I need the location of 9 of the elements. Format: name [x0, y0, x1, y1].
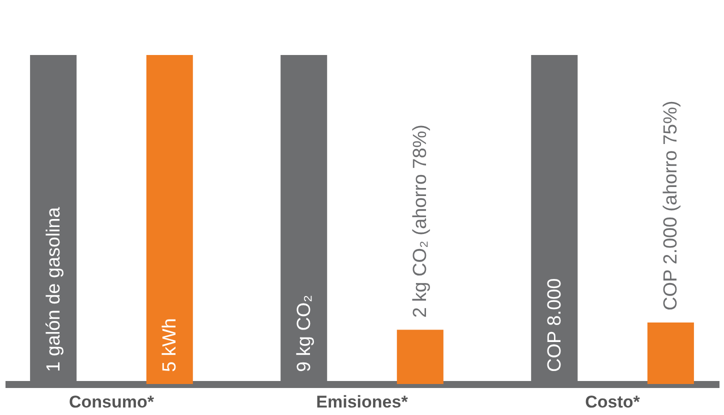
x-tick-label: Emisiones* [316, 392, 408, 412]
annotation: 2 kg CO₂ (ahorro 78%) [410, 124, 432, 318]
annotation: 5 kWh [160, 318, 181, 372]
x-tick-label: Consumo* [68, 392, 154, 412]
annotation: COP 2.000 (ahorro 75%) [660, 100, 682, 310]
annotation: 9 kg CO₂ [294, 294, 315, 372]
annotation: COP 8.000 [544, 278, 566, 372]
x-tick-label: Costo* [585, 392, 640, 412]
annotation: 1 galón de gasolina [43, 206, 64, 372]
